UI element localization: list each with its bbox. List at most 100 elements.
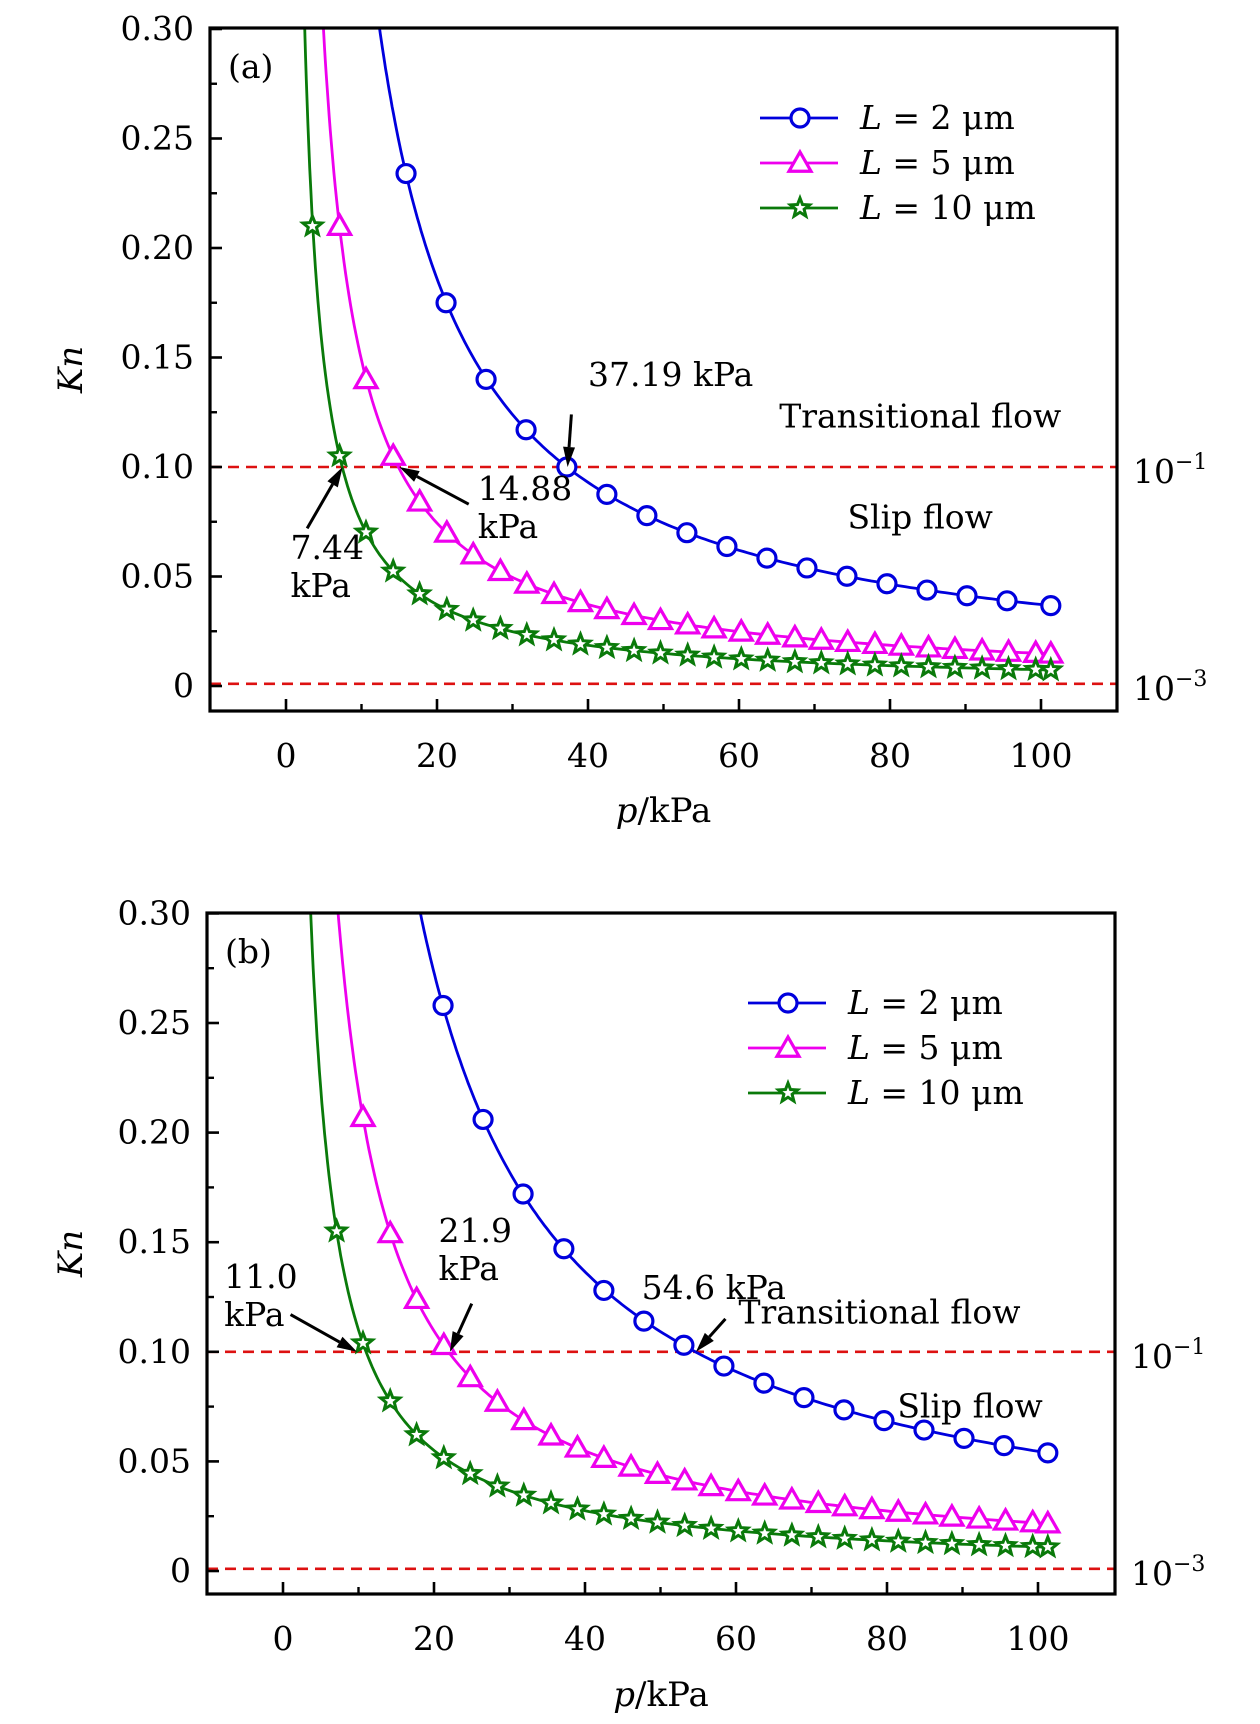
data-point bbox=[430, 1330, 458, 1356]
data-point bbox=[379, 556, 407, 583]
data-point bbox=[435, 292, 457, 314]
data-point bbox=[671, 1511, 699, 1538]
data-point bbox=[298, 211, 326, 238]
region-label: Transitional flow bbox=[738, 1292, 1020, 1331]
data-point bbox=[861, 651, 889, 677]
y-tick-label: 0.20 bbox=[118, 1113, 191, 1152]
series-line bbox=[309, 913, 1048, 1549]
x-tick-label: 60 bbox=[715, 1619, 757, 1658]
data-point bbox=[716, 535, 738, 558]
data-point bbox=[430, 1443, 458, 1470]
crossing-annotation: 21.9 kPa bbox=[439, 1211, 512, 1288]
data-point bbox=[459, 606, 487, 632]
legend-marker bbox=[786, 193, 814, 220]
panel-b: 0 20 40 60 80 100 0 0.05 0.10 0.15 0.20 0.25 0.30 10−… bbox=[51, 893, 1205, 1715]
data-point bbox=[674, 641, 702, 667]
x-tick-label: 100 bbox=[1010, 736, 1073, 775]
data-point bbox=[753, 620, 782, 645]
x-tick-label: 100 bbox=[1007, 1619, 1070, 1658]
panel-label: (b) bbox=[225, 932, 272, 971]
data-point bbox=[938, 1529, 966, 1556]
series-l-2-m bbox=[378, 28, 1062, 617]
legend-item: L = 5 μm bbox=[748, 1028, 1003, 1067]
data-point bbox=[858, 1495, 886, 1520]
series-l-10-m bbox=[298, 28, 1065, 682]
y-axis-title: Kn bbox=[51, 346, 91, 394]
data-point bbox=[433, 595, 461, 622]
data-point bbox=[326, 441, 354, 468]
data-point bbox=[804, 1522, 832, 1549]
data-point bbox=[992, 1531, 1019, 1558]
data-point bbox=[433, 518, 461, 543]
legend-label: L = 5 μm bbox=[847, 1028, 1003, 1067]
data-point bbox=[617, 1452, 645, 1477]
crossing-annotation: 11.0 kPa bbox=[224, 1257, 297, 1334]
y-tick-label: 0.05 bbox=[118, 1441, 191, 1480]
data-point bbox=[724, 1477, 753, 1502]
legend-marker bbox=[789, 107, 811, 129]
data-point bbox=[513, 569, 541, 594]
arrow-head bbox=[449, 1331, 464, 1352]
data-point bbox=[670, 1466, 699, 1491]
x-tick-label: 80 bbox=[866, 1619, 908, 1658]
arrow-head bbox=[399, 467, 420, 482]
series-l-5-m bbox=[336, 913, 1062, 1534]
data-point bbox=[756, 547, 778, 569]
data-point bbox=[911, 1500, 940, 1525]
data-point bbox=[540, 625, 568, 652]
data-point bbox=[778, 1485, 806, 1510]
legend-marker bbox=[774, 1078, 802, 1105]
data-point bbox=[352, 365, 380, 390]
data-point bbox=[593, 1279, 615, 1302]
legend-item: L = 2 μm bbox=[760, 98, 1015, 137]
data-point bbox=[754, 646, 782, 672]
data-point bbox=[804, 1489, 833, 1514]
arrow-head bbox=[336, 1336, 357, 1352]
data-point bbox=[512, 1183, 534, 1205]
data-point bbox=[727, 617, 756, 642]
data-point bbox=[884, 1497, 913, 1522]
data-point bbox=[483, 1472, 511, 1498]
data-point bbox=[376, 1219, 404, 1244]
x-tick-label: 0 bbox=[276, 736, 297, 775]
data-point bbox=[1034, 1509, 1062, 1534]
legend-item: L = 5 μm bbox=[760, 143, 1015, 182]
data-point bbox=[593, 633, 621, 660]
x-tick-label: 40 bbox=[567, 736, 609, 775]
arrow-head bbox=[327, 467, 343, 488]
legend-marker bbox=[774, 1033, 802, 1058]
x-tick-label: 60 bbox=[718, 736, 760, 775]
arrow-head bbox=[695, 1332, 714, 1352]
data-point bbox=[941, 653, 969, 680]
data-point bbox=[1037, 1442, 1059, 1464]
region-label: Slip flow bbox=[897, 1387, 1042, 1426]
legend-marker bbox=[777, 992, 799, 1014]
data-point bbox=[566, 630, 594, 656]
data-point bbox=[876, 573, 898, 595]
crossing-annotation: 7.44 kPa bbox=[291, 528, 364, 605]
data-point bbox=[700, 643, 728, 669]
y-tick-label: 0.15 bbox=[118, 1222, 191, 1261]
data-point bbox=[700, 614, 728, 639]
data-point bbox=[913, 1419, 935, 1441]
data-point bbox=[807, 648, 835, 675]
data-point bbox=[807, 625, 836, 650]
right-axis-label: 10−1 bbox=[1133, 450, 1207, 491]
annotation-arrow bbox=[305, 483, 334, 530]
data-point bbox=[475, 368, 497, 390]
data-point bbox=[953, 1427, 975, 1449]
x-tick-label: 80 bbox=[869, 736, 911, 775]
data-point bbox=[830, 1492, 859, 1517]
data-point bbox=[916, 579, 938, 601]
data-point bbox=[403, 1420, 431, 1447]
series-l-2-m bbox=[418, 913, 1059, 1464]
data-point bbox=[593, 595, 621, 620]
y-tick-label: 0.05 bbox=[121, 557, 194, 596]
data-point bbox=[636, 505, 658, 527]
data-point bbox=[510, 1481, 538, 1507]
data-point bbox=[796, 557, 818, 579]
y-tick-label: 0.25 bbox=[118, 1003, 191, 1042]
data-point bbox=[456, 1363, 484, 1388]
data-point bbox=[487, 614, 514, 641]
annotation-arrow bbox=[708, 1317, 727, 1338]
